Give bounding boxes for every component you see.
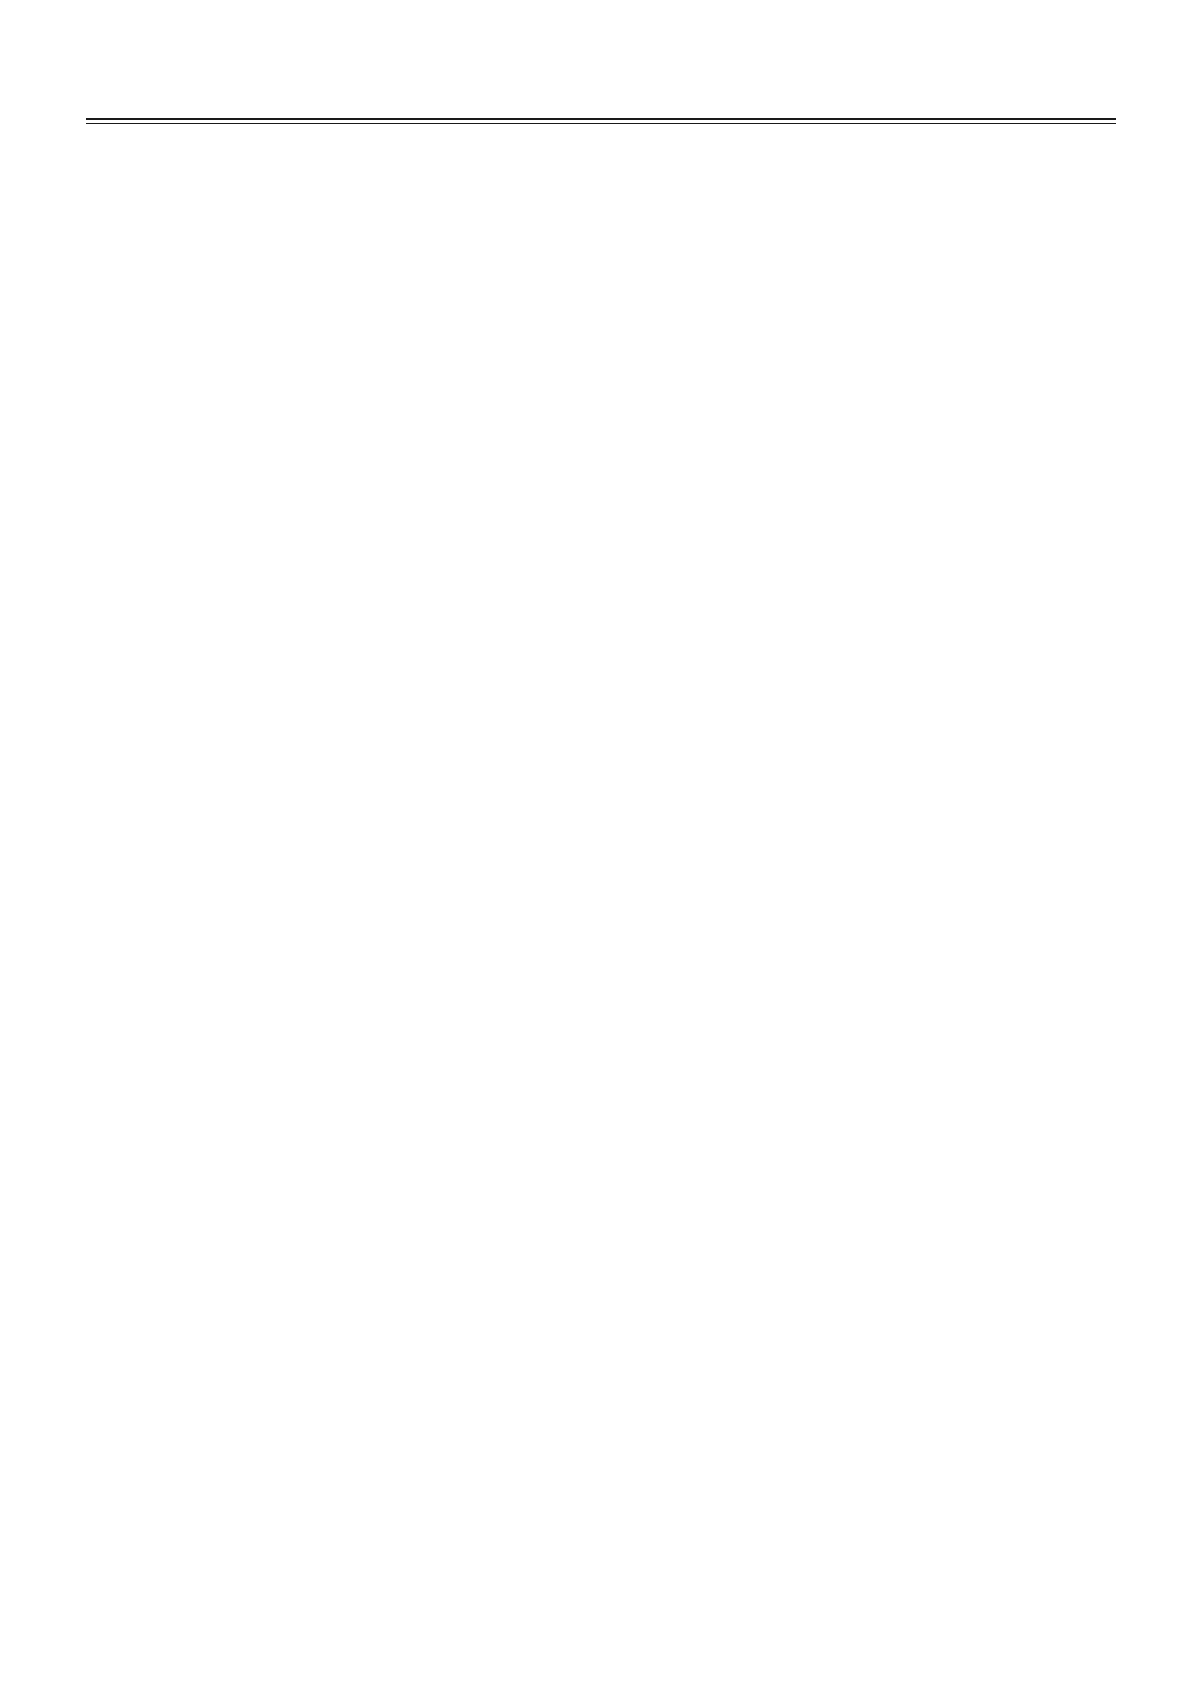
figure-4-energy-plot xyxy=(618,1185,1118,1475)
left-column xyxy=(88,140,556,1660)
figure-2a-spectrum-plot xyxy=(88,680,558,970)
header-rule xyxy=(86,118,1116,124)
right-column xyxy=(618,140,1116,1660)
figure-3-phase-plots xyxy=(618,595,1118,1035)
figure-2b-spectrum-plot xyxy=(88,988,558,1256)
